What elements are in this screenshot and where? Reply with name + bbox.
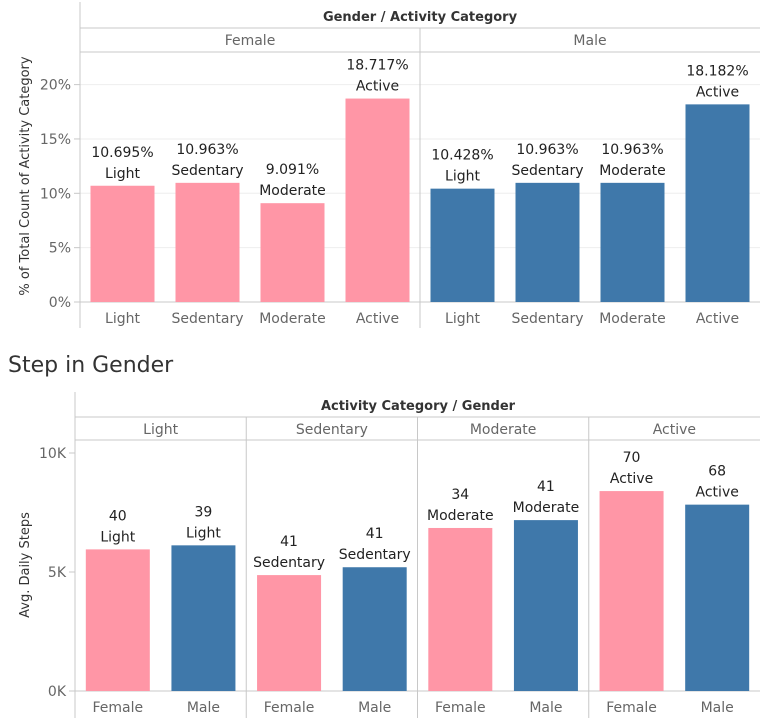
chart2-bar-name-label: Light <box>186 525 221 541</box>
chart1-bar-name-label: Moderate <box>599 163 666 179</box>
chart2-bar-count-label: 41 <box>366 526 384 542</box>
chart2-bar-count-label: 70 <box>623 450 641 466</box>
chart1-bar-value-label: 9.091% <box>266 162 319 178</box>
chart2-pane-label: Moderate <box>470 422 537 438</box>
chart1-plot: 0% 5% 10% 15% 20% Female 10.695% Light Light 10.9… <box>40 2 760 328</box>
chart1-y-tick-label: 20% <box>40 78 71 94</box>
chart2-pane-label: Active <box>653 422 696 438</box>
chart1-bar-value-label: 10.963% <box>601 142 663 158</box>
chart2-bar-name-label: Moderate <box>513 500 580 516</box>
chart1-bar <box>260 203 325 302</box>
chart1-y-axis-title: % of Total Count of Activity Category <box>18 56 33 295</box>
chart1-bar-name-label: Active <box>696 84 739 100</box>
chart1-bar-value-label: 10.695% <box>91 145 153 161</box>
chart1-bar-value-label: 10.963% <box>516 142 578 158</box>
chart1-y-tick-label: 10% <box>40 186 71 202</box>
chart1-bar-name-label: Active <box>356 79 399 95</box>
chart1-bar <box>345 98 410 302</box>
chart2-y-tick-label: 5K <box>48 565 67 581</box>
chart1-bar <box>90 185 155 302</box>
chart1-header-title: Gender / Activity Category <box>323 10 518 25</box>
chart2-bar-name-label: Sedentary <box>339 547 411 563</box>
chart2-bar <box>171 545 236 691</box>
chart1-y-tick-label: 0% <box>49 295 71 311</box>
chart2-bar <box>685 504 750 691</box>
chart2-bar <box>342 567 407 691</box>
chart2-x-tick-label: Female <box>606 700 657 716</box>
chart2-bar-name-label: Light <box>100 529 135 545</box>
chart2-x-tick-label: Male <box>701 700 734 716</box>
chart2-bar <box>257 575 322 691</box>
chart2-x-tick-label: Female <box>435 700 486 716</box>
chart1-y-tick-label: 15% <box>40 132 71 148</box>
chart1-bar-name-label: Light <box>445 169 480 185</box>
chart1-bar-name-label: Moderate <box>259 183 326 199</box>
chart1-x-tick-label: Sedentary <box>512 311 584 327</box>
chart2-bar <box>85 549 150 691</box>
chart2-y-tick-label: 10K <box>39 446 67 462</box>
chart1-pane-label: Male <box>573 33 606 49</box>
chart1-bar-name-label: Sedentary <box>172 163 244 179</box>
chart1-y-tick-label: 5% <box>49 241 71 257</box>
chart1-bar <box>515 182 580 302</box>
chart2-x-tick-label: Female <box>264 700 315 716</box>
chart1-bar <box>685 104 750 302</box>
chart2-pane-label: Light <box>143 422 178 438</box>
chart1-bar <box>430 188 495 302</box>
chart2-x-tick-label: Female <box>93 700 144 716</box>
chart1-bar-name-label: Light <box>105 166 140 182</box>
chart1-x-tick-label: Light <box>445 311 480 327</box>
chart1-bar-value-label: 18.182% <box>686 63 748 79</box>
chart2-y-axis-title: Avg. Daily Steps <box>18 512 33 618</box>
chart2-x-tick-label: Male <box>358 700 391 716</box>
chart1-x-tick-label: Moderate <box>599 311 666 327</box>
chart2-bar-name-label: Moderate <box>427 508 494 524</box>
chart2-x-tick-label: Male <box>529 700 562 716</box>
chart2-bar-count-label: 41 <box>280 534 298 550</box>
chart2-bar-count-label: 39 <box>195 504 213 520</box>
chart2-bar-name-label: Active <box>696 485 739 501</box>
chart1-x-tick-label: Light <box>105 311 140 327</box>
chart2-bar-name-label: Sedentary <box>253 555 325 571</box>
chart2-bar <box>513 520 578 691</box>
chart2-bar-count-label: 40 <box>109 508 127 524</box>
chart2-bar <box>599 491 664 691</box>
chart2-section-title: Step in Gender <box>8 353 174 378</box>
chart2-bar-count-label: 34 <box>451 487 469 503</box>
chart2-bar-count-label: 68 <box>708 464 726 480</box>
chart2-pane-label: Sedentary <box>296 422 368 438</box>
chart1-bar-name-label: Sedentary <box>512 163 584 179</box>
chart1-bar <box>175 182 240 302</box>
chart2-bar-count-label: 41 <box>537 479 555 495</box>
chart1-pane-label: Female <box>225 33 276 49</box>
chart2-y-tick-label: 0K <box>48 684 67 700</box>
chart2-bar-name-label: Active <box>610 471 653 487</box>
chart2-bar <box>428 527 493 691</box>
chart1-bar-value-label: 18.717% <box>346 58 408 74</box>
chart1-bar-value-label: 10.428% <box>431 148 493 164</box>
chart1-x-tick-label: Sedentary <box>172 311 244 327</box>
chart1-x-tick-label: Moderate <box>259 311 326 327</box>
chart2-header-title: Activity Category / Gender <box>321 399 516 414</box>
chart1-bar <box>600 182 665 302</box>
chart1-bar-value-label: 10.963% <box>176 142 238 158</box>
chart1-x-tick-label: Active <box>696 311 739 327</box>
chart2-x-tick-label: Male <box>187 700 220 716</box>
chart1-x-tick-label: Active <box>356 311 399 327</box>
chart2-plot: 0K 5K 10K Light 40 Light Female 39 Light Male Sede… <box>39 392 760 718</box>
